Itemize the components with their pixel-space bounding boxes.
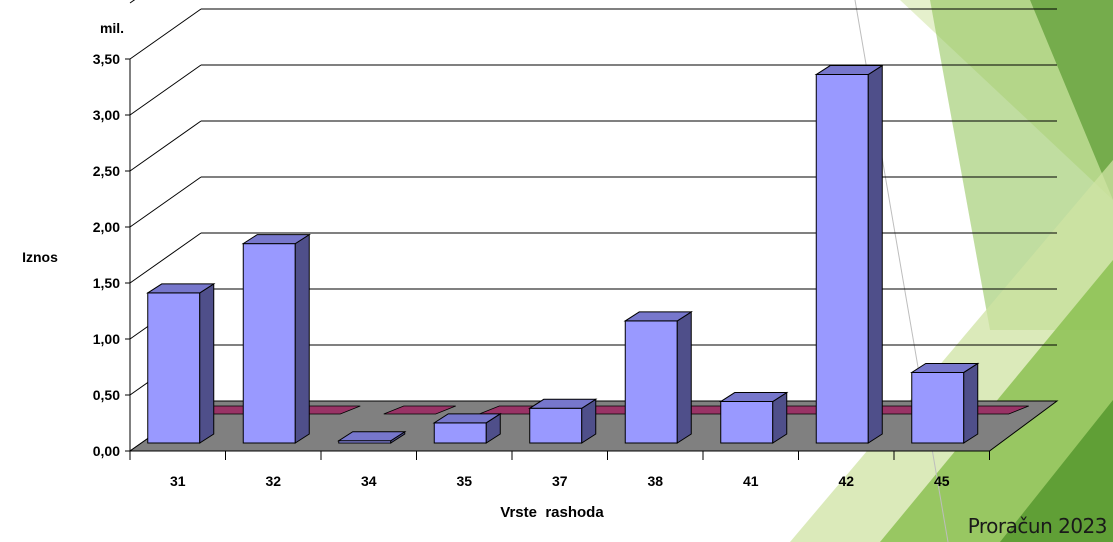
bar-front [815, 74, 869, 444]
y-tick-label: 3,50 [93, 51, 120, 67]
bar-side [294, 233, 310, 444]
bar-top [337, 431, 407, 442]
x-tick-label: 32 [265, 473, 281, 489]
decor-shape [1030, 0, 1113, 200]
y-axis-unit: mil. [100, 20, 124, 36]
y-tick-label: 0,50 [93, 387, 120, 403]
decor-shape [1000, 400, 1113, 542]
chart-axes: 0,00 0,50 1,00 1,50 2,00 2,50 3,00 3,50 31 32 34 35… [93, 51, 990, 489]
bar-top [241, 234, 311, 245]
x-tick-label: 34 [361, 473, 377, 489]
bar [814, 64, 884, 444]
bar-side [867, 64, 883, 444]
y-tick-label: 1,50 [93, 275, 120, 291]
footer-caption: Proračun 2023 [967, 514, 1108, 538]
bar-front [433, 422, 487, 444]
bar-top [910, 362, 980, 373]
bar [241, 233, 311, 444]
gridline-diagonal [129, 64, 202, 116]
y-tick-label: 2,50 [93, 163, 120, 179]
bar-side [963, 362, 979, 444]
series-2-bar [383, 405, 456, 415]
y-axis-title: Iznos [22, 249, 58, 265]
bar-top [432, 413, 502, 424]
y-tick-label: 0,00 [93, 443, 120, 459]
bar [528, 398, 598, 444]
gridline-diagonal [129, 232, 202, 284]
series-2-bars [192, 405, 1029, 415]
bar-front [911, 371, 965, 444]
bar [719, 391, 789, 444]
bar-front [624, 320, 678, 444]
bar-front [242, 243, 296, 444]
x-tick-label: 45 [934, 473, 950, 489]
bar-front [720, 401, 774, 444]
series-1-bars [146, 64, 980, 444]
x-axis-title: Vrste rashoda [500, 504, 604, 521]
gridline-diagonal [129, 120, 202, 172]
gridline-diagonal [129, 0, 136, 4]
bar-top [528, 398, 598, 409]
bar-front [147, 292, 201, 444]
x-tick-label: 41 [743, 473, 759, 489]
y-tick-label: 3,00 [93, 107, 120, 123]
bar [337, 430, 407, 444]
x-tick-label: 31 [170, 473, 186, 489]
x-tick-label: 38 [647, 473, 663, 489]
bar [910, 362, 980, 444]
bar-side [199, 283, 215, 444]
bar [432, 412, 502, 444]
bar [623, 311, 693, 444]
bar-top [146, 283, 216, 294]
gridline-diagonal [129, 176, 202, 228]
y-tick-label: 2,00 [93, 219, 120, 235]
bar-top [623, 311, 693, 322]
x-tick-label: 35 [456, 473, 472, 489]
bar [146, 283, 216, 444]
bar-side [676, 311, 692, 444]
bar-top [719, 392, 789, 403]
x-tick-label: 37 [552, 473, 568, 489]
x-tick-label: 42 [838, 473, 854, 489]
bar-front [529, 407, 583, 444]
gridline-diagonal [129, 8, 202, 60]
bar-top [814, 65, 884, 76]
y-tick-label: 1,00 [93, 331, 120, 347]
